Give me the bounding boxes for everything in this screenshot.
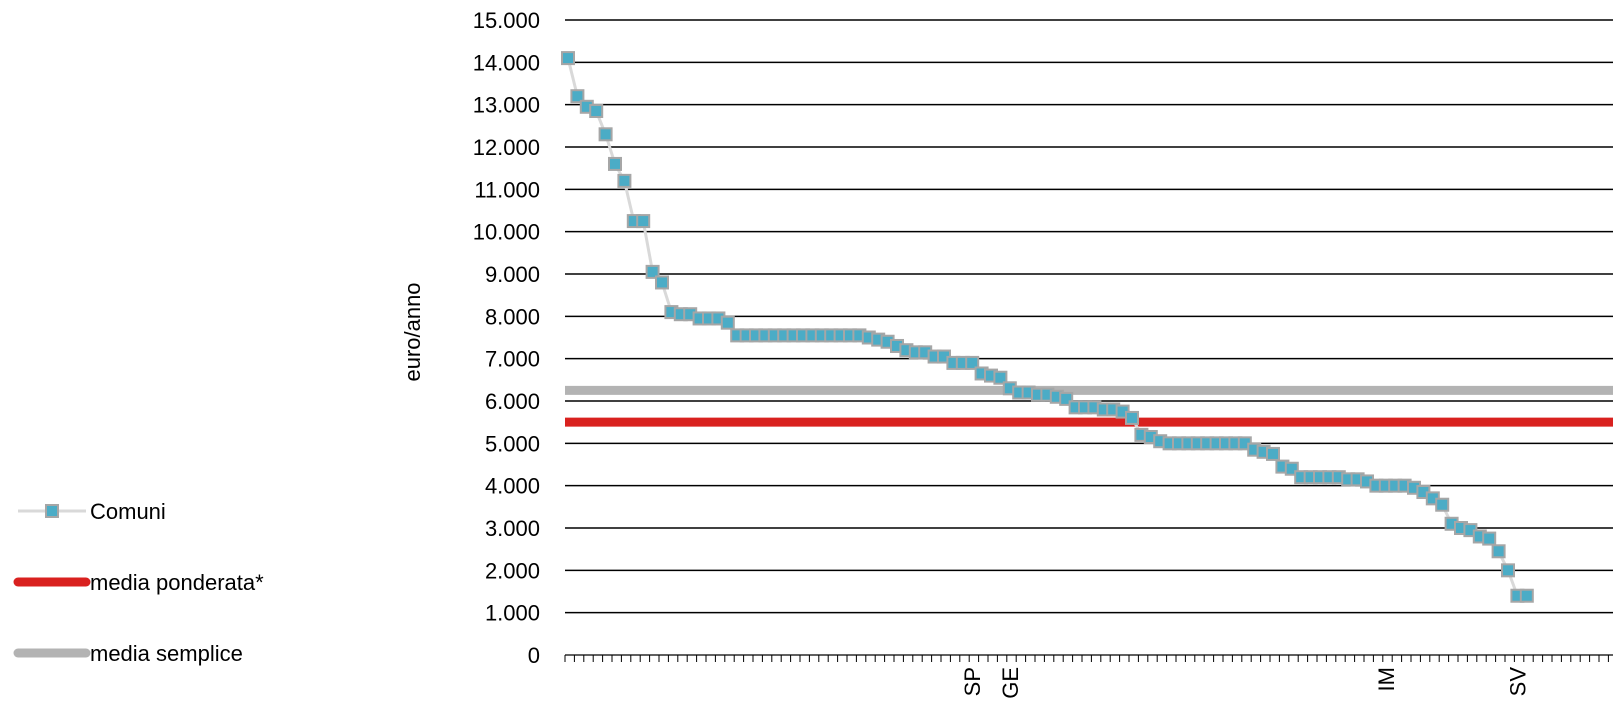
y-axis-title: euro/anno (400, 282, 425, 381)
y-tick-label: 3.000 (485, 516, 540, 541)
comuni-point (655, 275, 669, 290)
y-tick-label: 9.000 (485, 262, 540, 287)
legend: Comuni media ponderata* media semplice (13, 499, 264, 666)
comuni-point (1125, 410, 1139, 425)
legend-label: media semplice (90, 641, 243, 666)
comuni-point (1491, 544, 1506, 559)
legend-swatch-marker (45, 504, 59, 518)
comuni-point (645, 264, 660, 279)
y-axis-ticks: 0 1.000 2.000 3.000 4.000 5.000 6.000 7.000 8.00… (473, 8, 540, 668)
x-category-label: IM (1374, 667, 1399, 691)
comuni-point (598, 127, 613, 142)
x-category-label: SP (960, 667, 985, 696)
y-tick-label: 13.000 (473, 93, 540, 118)
comuni-series (561, 51, 1534, 603)
y-tick-label: 14.000 (473, 50, 540, 75)
comuni-point (589, 104, 604, 119)
comuni-point (636, 214, 651, 229)
x-category-label: SV (1505, 667, 1530, 697)
x-category-label: GE (998, 667, 1023, 699)
y-tick-label: 7.000 (485, 347, 540, 372)
x-axis-category-labels: SP GE IM SV (960, 667, 1530, 699)
y-tick-label: 0 (528, 643, 540, 668)
y-tick-label: 10.000 (473, 220, 540, 245)
y-tick-label: 6.000 (485, 389, 540, 414)
comuni-point (1435, 497, 1450, 512)
y-tick-label: 12.000 (473, 135, 540, 160)
comuni-point (608, 156, 622, 171)
y-tick-label: 2.000 (485, 558, 540, 583)
legend-label: Comuni (90, 499, 166, 524)
y-tick-label: 4.000 (485, 474, 540, 499)
comuni-point (617, 173, 632, 188)
comuni-point (561, 51, 575, 66)
comuni-point (993, 370, 1008, 385)
average-lines (565, 385, 1613, 427)
legend-label: media ponderata* (90, 570, 264, 595)
comuni-point (965, 355, 980, 370)
y-tick-label: 5.000 (485, 431, 540, 456)
y-tick-label: 15.000 (473, 8, 540, 33)
y-tick-label: 8.000 (485, 304, 540, 329)
comuni-point (570, 89, 585, 104)
comuni-point (1266, 446, 1280, 461)
x-axis (564, 654, 1613, 662)
comuni-line (566, 57, 1527, 598)
y-tick-label: 11.000 (474, 177, 540, 202)
comuni-point (1482, 531, 1497, 546)
comuni-point (720, 315, 735, 330)
comuni-point (1519, 588, 1534, 603)
comuni-point (1501, 563, 1515, 578)
y-tick-label: 1.000 (485, 601, 540, 626)
